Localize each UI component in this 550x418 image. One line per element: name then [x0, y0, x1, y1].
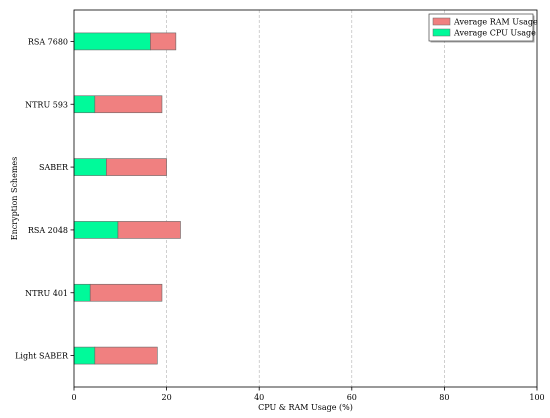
x-tick-label: 100 [529, 393, 544, 402]
y-tick-label: NTRU 593 [25, 100, 68, 109]
grid-lines [166, 10, 445, 387]
x-axis-ticks: 0 20 40 60 80 100 [71, 387, 545, 402]
y-tick-label: Light SABER [15, 352, 69, 361]
bar-cpu-3 [73, 221, 119, 239]
bar-cpu-0 [73, 32, 151, 51]
y-tick-label: SABER [39, 163, 69, 172]
x-tick-label: 40 [254, 393, 264, 402]
bar-ram-2 [106, 158, 167, 176]
x-tick-label: 20 [162, 393, 172, 402]
y-tick-label: RSA 7680 [28, 37, 68, 46]
y-tick-label: RSA 2048 [28, 226, 68, 235]
legend-swatch [432, 17, 451, 26]
bar-ram-4 [89, 283, 163, 302]
x-tick-label: 0 [71, 393, 76, 402]
bar-cpu-2 [73, 158, 107, 176]
legend-label: Average RAM Usage [453, 18, 538, 27]
bar-ram-3 [117, 221, 181, 239]
x-tick-label: 60 [347, 393, 357, 402]
y-axis-label: Encryption Schemes [10, 157, 19, 241]
legend: Average RAM Usage Average CPU Usage [428, 13, 538, 43]
plot-frame [73, 9, 538, 388]
bar-ram-1 [94, 95, 163, 114]
bars [73, 32, 181, 365]
bar-cpu-4 [73, 283, 91, 302]
legend-label: Average CPU Usage [453, 29, 536, 38]
bar-ram-0 [150, 32, 177, 51]
x-tick-label: 80 [439, 393, 449, 402]
y-axis-ticks: RSA 7680 NTRU 593 SABER RSA 2048 NTRU 401 Lig… [15, 37, 74, 361]
bar-ram-5 [94, 346, 158, 365]
x-axis-label: CPU & RAM Usage (%) [258, 403, 353, 412]
bar-cpu-5 [73, 346, 96, 365]
bar-cpu-1 [73, 95, 96, 114]
legend-swatch [432, 28, 451, 37]
y-tick-label: NTRU 401 [25, 289, 68, 298]
